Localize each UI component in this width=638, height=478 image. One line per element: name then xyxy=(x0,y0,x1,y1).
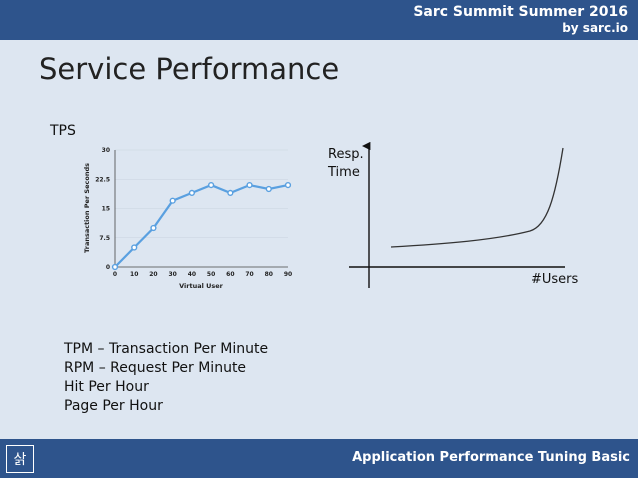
y-axis-label-line2: Time xyxy=(327,165,360,180)
x-tick-label: 80 xyxy=(265,271,273,278)
x-tick-label: 10 xyxy=(130,271,138,278)
data-point xyxy=(150,224,157,232)
term-item: Page Per Hour xyxy=(64,398,163,414)
data-point xyxy=(265,185,272,193)
x-tick-label: 90 xyxy=(284,271,292,278)
page-title: Service Performance xyxy=(39,52,340,86)
response-time-chart: Resp. Time #Users xyxy=(327,141,579,288)
x-tick-label: 70 xyxy=(245,271,253,278)
tps-label: TPS xyxy=(50,123,76,139)
data-point xyxy=(131,244,138,251)
x-tick-label: 30 xyxy=(168,271,176,278)
x-tick-label: 60 xyxy=(226,271,234,278)
data-point xyxy=(111,263,119,271)
event-title: Sarc Summit Summer 2016 xyxy=(413,4,628,20)
x-tick-label: 40 xyxy=(188,271,196,278)
term-item: Hit Per Hour xyxy=(64,379,149,395)
data-point xyxy=(227,189,234,197)
x-tick-label: 20 xyxy=(149,271,157,278)
data-point xyxy=(169,197,176,204)
data-point xyxy=(246,181,253,189)
data-point xyxy=(188,189,195,197)
tps-series-line xyxy=(114,183,289,268)
term-item: RPM – Request Per Minute xyxy=(64,360,247,376)
y-axis-label-line1: Resp. xyxy=(328,147,364,162)
logo: 삵 xyxy=(6,445,34,473)
x-tick-label: 0 xyxy=(113,271,117,278)
y-tick-label: 22.5 xyxy=(95,176,110,183)
x-tick-label: 50 xyxy=(207,271,215,278)
term-item: TPM – Transaction Per Minute xyxy=(64,341,269,357)
data-point xyxy=(208,181,215,189)
response-time-curve xyxy=(390,147,564,248)
x-axis-label: Virtual User xyxy=(179,282,224,290)
footer-bar xyxy=(0,439,638,478)
footer-title: Application Performance Tuning Basic xyxy=(352,450,630,465)
y-tick-label: 7.5 xyxy=(99,235,110,242)
x-axis-label: #Users xyxy=(531,272,579,287)
y-tick-label: 15 xyxy=(102,206,110,213)
data-point xyxy=(284,181,292,189)
y-axis-label: Transaction Per Seconds xyxy=(83,163,91,253)
terms-list: TPM – Transaction Per Minute RPM – Reque… xyxy=(64,340,268,416)
event-subtitle: by sarc.io xyxy=(562,21,628,35)
y-tick-label: 30 xyxy=(102,147,110,154)
y-tick-label: 0 xyxy=(106,264,110,271)
header-bar xyxy=(0,0,638,40)
tps-chart: 0 7.5 15 22.5 30 0 10 20 30 40 50 60 70 80 90 Transac… xyxy=(83,147,292,290)
